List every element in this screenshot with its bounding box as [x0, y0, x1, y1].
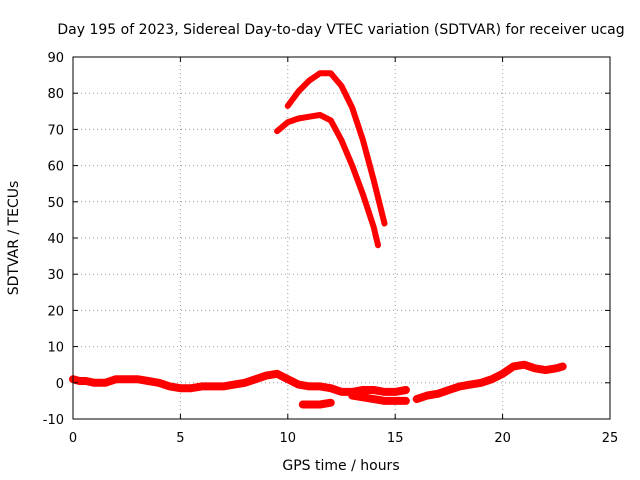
y-tick-label: 90 [47, 51, 64, 66]
y-axis-label: SDTVAR / TECUs [6, 181, 22, 296]
series-baseline-arc [69, 369, 410, 396]
series-short-negative-arc [298, 398, 335, 409]
x-tick-label: 25 [602, 431, 619, 446]
x-tick-label: 0 [69, 431, 77, 446]
y-tick-label: 30 [47, 268, 64, 283]
x-axis-label: GPS time / hours [282, 458, 399, 474]
series-lower-high-arc [274, 111, 381, 249]
y-tick-label: -10 [43, 413, 64, 428]
y-tick-label: 50 [47, 196, 64, 211]
y-tick-label: 10 [47, 341, 64, 356]
x-tick-label: 20 [494, 431, 511, 446]
series-late-arc [412, 360, 567, 404]
y-tick-label: 20 [47, 304, 64, 319]
chart-title: Day 195 of 2023, Sidereal Day-to-day VTE… [57, 22, 624, 38]
y-tick-label: 80 [47, 87, 64, 102]
x-tick-label: 15 [387, 431, 404, 446]
x-tick-label: 10 [280, 431, 297, 446]
y-tick-label: 40 [47, 232, 64, 247]
series-upper-high-arc [284, 70, 388, 227]
y-tick-label: 0 [56, 377, 64, 392]
series-baseline-arc-lower [348, 391, 410, 405]
y-tick-label: 70 [47, 123, 64, 138]
y-tick-label: 60 [47, 160, 64, 175]
x-tick-label: 5 [176, 431, 184, 446]
